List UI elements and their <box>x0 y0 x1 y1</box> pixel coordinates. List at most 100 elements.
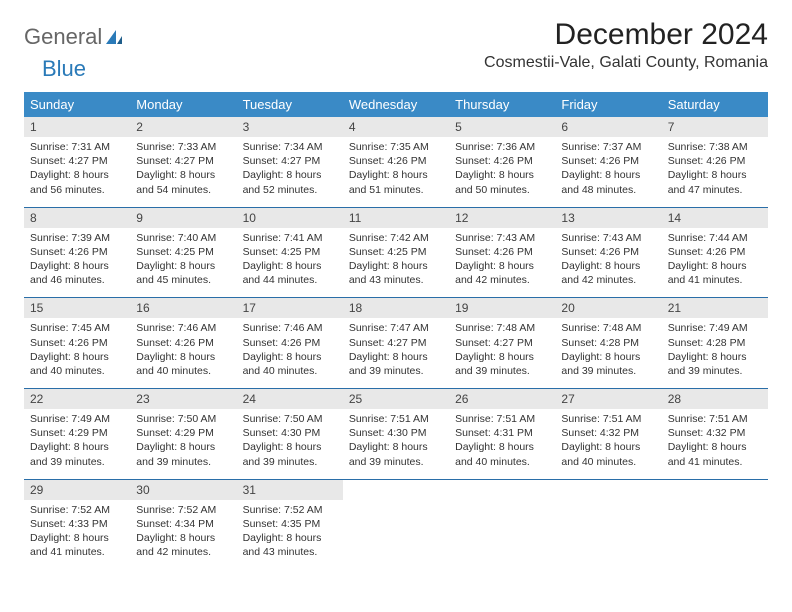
sunrise-line: Sunrise: 7:52 AM <box>243 504 323 516</box>
calendar-cell: 4Sunrise: 7:35 AMSunset: 4:26 PMDaylight… <box>343 117 449 207</box>
day-details: Sunrise: 7:48 AMSunset: 4:28 PMDaylight:… <box>555 318 661 388</box>
calendar-cell: 31Sunrise: 7:52 AMSunset: 4:35 PMDayligh… <box>237 479 343 569</box>
sunrise-line: Sunrise: 7:46 AM <box>136 322 216 334</box>
calendar-cell: 20Sunrise: 7:48 AMSunset: 4:28 PMDayligh… <box>555 298 661 389</box>
sunset-line: Sunset: 4:26 PM <box>243 337 321 349</box>
sunset-line: Sunset: 4:25 PM <box>243 246 321 258</box>
day-number: 29 <box>24 480 130 500</box>
calendar-week-row: 8Sunrise: 7:39 AMSunset: 4:26 PMDaylight… <box>24 207 768 298</box>
calendar-cell: 30Sunrise: 7:52 AMSunset: 4:34 PMDayligh… <box>130 479 236 569</box>
day-number: 28 <box>662 389 768 409</box>
day-details: Sunrise: 7:38 AMSunset: 4:26 PMDaylight:… <box>662 137 768 207</box>
calendar-cell: 5Sunrise: 7:36 AMSunset: 4:26 PMDaylight… <box>449 117 555 207</box>
calendar-cell: 14Sunrise: 7:44 AMSunset: 4:26 PMDayligh… <box>662 207 768 298</box>
calendar-week-row: 1Sunrise: 7:31 AMSunset: 4:27 PMDaylight… <box>24 117 768 207</box>
brand-part2: Blue <box>42 56 86 82</box>
sunset-line: Sunset: 4:26 PM <box>561 246 639 258</box>
daylight-line: Daylight: 8 hours and 41 minutes. <box>668 260 747 286</box>
calendar-week-row: 15Sunrise: 7:45 AMSunset: 4:26 PMDayligh… <box>24 298 768 389</box>
calendar-cell: 6Sunrise: 7:37 AMSunset: 4:26 PMDaylight… <box>555 117 661 207</box>
day-details: Sunrise: 7:37 AMSunset: 4:26 PMDaylight:… <box>555 137 661 207</box>
day-number: 2 <box>130 117 236 137</box>
daylight-line: Daylight: 8 hours and 41 minutes. <box>668 441 747 467</box>
day-details: Sunrise: 7:40 AMSunset: 4:25 PMDaylight:… <box>130 228 236 298</box>
sunrise-line: Sunrise: 7:52 AM <box>30 504 110 516</box>
sunrise-line: Sunrise: 7:46 AM <box>243 322 323 334</box>
sunset-line: Sunset: 4:27 PM <box>349 337 427 349</box>
daylight-line: Daylight: 8 hours and 39 minutes. <box>668 351 747 377</box>
sunset-line: Sunset: 4:26 PM <box>455 155 533 167</box>
daylight-line: Daylight: 8 hours and 43 minutes. <box>349 260 428 286</box>
calendar-cell: 16Sunrise: 7:46 AMSunset: 4:26 PMDayligh… <box>130 298 236 389</box>
day-details: Sunrise: 7:51 AMSunset: 4:32 PMDaylight:… <box>555 409 661 479</box>
daylight-line: Daylight: 8 hours and 42 minutes. <box>561 260 640 286</box>
day-number: 4 <box>343 117 449 137</box>
sunrise-line: Sunrise: 7:40 AM <box>136 232 216 244</box>
weekday-header: Saturday <box>662 92 768 117</box>
weekday-header: Wednesday <box>343 92 449 117</box>
day-details: Sunrise: 7:50 AMSunset: 4:29 PMDaylight:… <box>130 409 236 479</box>
calendar-cell: 15Sunrise: 7:45 AMSunset: 4:26 PMDayligh… <box>24 298 130 389</box>
calendar-cell: 18Sunrise: 7:47 AMSunset: 4:27 PMDayligh… <box>343 298 449 389</box>
day-number: 22 <box>24 389 130 409</box>
calendar-table: Sunday Monday Tuesday Wednesday Thursday… <box>24 92 768 569</box>
day-details: Sunrise: 7:52 AMSunset: 4:34 PMDaylight:… <box>130 500 236 570</box>
calendar-cell: .. <box>449 479 555 569</box>
sunset-line: Sunset: 4:25 PM <box>136 246 214 258</box>
brand-part1: General <box>24 24 102 50</box>
sunset-line: Sunset: 4:26 PM <box>30 337 108 349</box>
sunset-line: Sunset: 4:26 PM <box>30 246 108 258</box>
day-details: Sunrise: 7:35 AMSunset: 4:26 PMDaylight:… <box>343 137 449 207</box>
day-details: Sunrise: 7:45 AMSunset: 4:26 PMDaylight:… <box>24 318 130 388</box>
daylight-line: Daylight: 8 hours and 39 minutes. <box>349 441 428 467</box>
brand-sail-icon <box>104 28 124 46</box>
day-details: Sunrise: 7:41 AM Sunset: 4:25 PM Daylight:… <box>237 228 343 298</box>
sunset-line: Sunset: 4:32 PM <box>561 427 639 439</box>
day-number: 25 <box>343 389 449 409</box>
sunrise-line: Sunrise: 7:42 AM <box>349 232 429 244</box>
daylight-line: Daylight: 8 hours and 46 minutes. <box>30 260 109 286</box>
sunrise-line: Sunrise: 7:31 AM <box>30 141 110 153</box>
sunset-line: Sunset: 4:27 PM <box>455 337 533 349</box>
day-number: 24 <box>237 389 343 409</box>
sunset-line: Sunset: 4:29 PM <box>30 427 108 439</box>
sunrise-line: Sunrise: 7:43 AM <box>455 232 535 244</box>
day-details: Sunrise: 7:51 AMSunset: 4:31 PMDaylight:… <box>449 409 555 479</box>
sunrise-line: Sunrise: 7:41 AM <box>243 232 323 244</box>
day-details: Sunrise: 7:33 AMSunset: 4:27 PMDaylight:… <box>130 137 236 207</box>
day-number: 13 <box>555 208 661 228</box>
sunset-line: Sunset: 4:27 PM <box>30 155 108 167</box>
day-details: Sunrise: 7:44 AMSunset: 4:26 PMDaylight:… <box>662 228 768 298</box>
day-details: Sunrise: 7:39 AMSunset: 4:26 PMDaylight:… <box>24 228 130 298</box>
daylight-line: Daylight: 8 hours and 40 minutes. <box>455 441 534 467</box>
calendar-cell: 1Sunrise: 7:31 AMSunset: 4:27 PMDaylight… <box>24 117 130 207</box>
calendar-cell: 11Sunrise: 7:42 AMSunset: 4:25 PMDayligh… <box>343 207 449 298</box>
daylight-line: Daylight: 8 hours and 56 minutes. <box>30 169 109 195</box>
sunset-line: Sunset: 4:27 PM <box>243 155 321 167</box>
day-number: 21 <box>662 298 768 318</box>
sunset-line: Sunset: 4:28 PM <box>668 337 746 349</box>
sunrise-line: Sunrise: 7:51 AM <box>455 413 535 425</box>
sunrise-line: Sunrise: 7:43 AM <box>561 232 641 244</box>
sunrise-line: Sunrise: 7:36 AM <box>455 141 535 153</box>
calendar-cell: .. <box>555 479 661 569</box>
day-number: 31 <box>237 480 343 500</box>
month-title: December 2024 <box>484 18 768 52</box>
calendar-cell: 28Sunrise: 7:51 AMSunset: 4:32 PMDayligh… <box>662 389 768 480</box>
sunrise-line: Sunrise: 7:50 AM <box>136 413 216 425</box>
daylight-line: Daylight: 8 hours and 44 minutes. <box>243 260 322 286</box>
day-number: 15 <box>24 298 130 318</box>
day-number: 11 <box>343 208 449 228</box>
sunset-line: Sunset: 4:26 PM <box>136 337 214 349</box>
daylight-line: Daylight: 8 hours and 39 minutes. <box>243 441 322 467</box>
sunrise-line: Sunrise: 7:51 AM <box>668 413 748 425</box>
calendar-cell: 26Sunrise: 7:51 AMSunset: 4:31 PMDayligh… <box>449 389 555 480</box>
sunrise-line: Sunrise: 7:51 AM <box>349 413 429 425</box>
daylight-line: Daylight: 8 hours and 52 minutes. <box>243 169 322 195</box>
daylight-line: Daylight: 8 hours and 43 minutes. <box>243 532 322 558</box>
day-number: 12 <box>449 208 555 228</box>
calendar-cell: 21Sunrise: 7:49 AMSunset: 4:28 PMDayligh… <box>662 298 768 389</box>
sunrise-line: Sunrise: 7:49 AM <box>30 413 110 425</box>
sunset-line: Sunset: 4:33 PM <box>30 518 108 530</box>
day-details: Sunrise: 7:31 AM Sunset: 4:27 PM Daylight:… <box>24 137 130 207</box>
